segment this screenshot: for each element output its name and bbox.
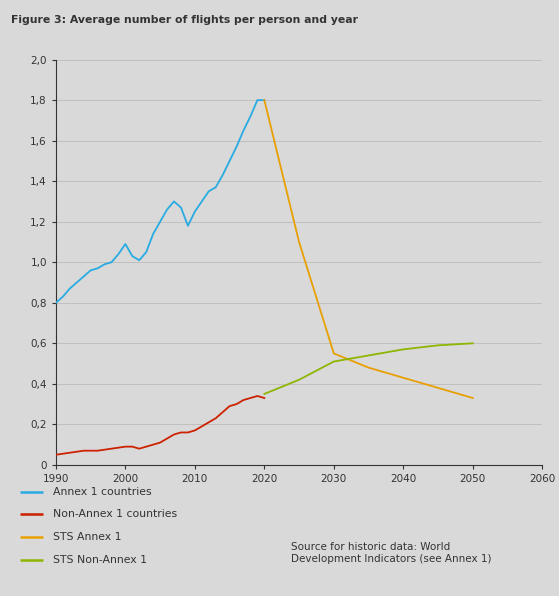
Text: Source for historic data: World
Development Indicators (see Annex 1): Source for historic data: World Developm…: [291, 542, 491, 564]
Text: STS Annex 1: STS Annex 1: [53, 532, 122, 542]
Text: Figure 3: Average number of flights per person and year: Figure 3: Average number of flights per …: [11, 15, 358, 25]
Text: STS Non-Annex 1: STS Non-Annex 1: [53, 555, 147, 564]
Text: Non-Annex 1 countries: Non-Annex 1 countries: [53, 510, 177, 519]
Text: Annex 1 countries: Annex 1 countries: [53, 487, 151, 496]
